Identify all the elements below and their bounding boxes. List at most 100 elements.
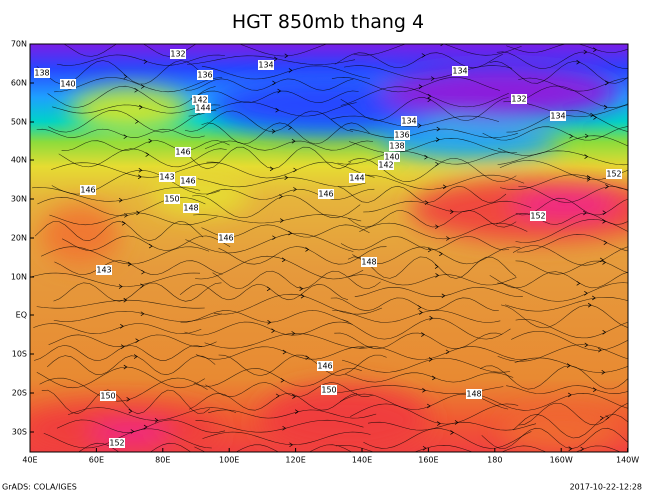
streamline <box>51 162 220 178</box>
stream-arrow <box>436 126 441 132</box>
streamline <box>184 321 353 336</box>
contour-label: 143 <box>96 266 111 275</box>
streamline <box>330 297 499 311</box>
contour-label-box <box>80 185 96 195</box>
streamline <box>195 255 364 280</box>
contour-label: 136 <box>197 71 212 80</box>
stream-arrow <box>599 415 604 421</box>
streamline <box>356 174 525 190</box>
streamline <box>332 310 501 323</box>
streamline <box>367 421 537 431</box>
stream-arrow <box>566 363 571 368</box>
contour-label-box <box>317 361 333 371</box>
stream-arrow <box>120 344 125 349</box>
contour-label-box <box>401 116 417 126</box>
streamline <box>238 44 328 57</box>
lat-label: 50N <box>11 118 27 127</box>
streamline <box>340 236 510 251</box>
stream-arrow <box>275 393 280 399</box>
streamline <box>40 246 210 265</box>
stream-arrow <box>569 133 574 139</box>
stream-arrow <box>291 138 296 144</box>
stream-arrow <box>269 166 274 172</box>
stream-arrow <box>148 243 153 249</box>
streamline <box>353 44 522 56</box>
stream-arrow <box>421 53 426 58</box>
stream-arrow <box>586 177 591 182</box>
streamline <box>188 393 358 411</box>
stream-arrow <box>439 251 443 257</box>
stream-arrow <box>289 442 294 448</box>
stream-arrow <box>576 281 581 286</box>
contour-label-box <box>96 265 112 275</box>
streamline <box>185 233 354 254</box>
stream-arrow <box>120 323 124 329</box>
stream-arrow <box>441 293 446 299</box>
streamline <box>56 54 225 66</box>
lat-label: 60N <box>11 79 27 88</box>
contour-label: 146 <box>218 234 233 243</box>
stream-arrow <box>148 138 153 144</box>
height-field <box>30 44 628 457</box>
contour-label: 148 <box>183 204 198 213</box>
streamline <box>78 442 192 452</box>
stream-arrow <box>424 200 429 205</box>
stream-arrow <box>427 97 432 103</box>
footer-left: GrADS: COLA/IGES <box>2 483 77 492</box>
lat-label: 10S <box>12 350 27 359</box>
stream-arrow <box>135 119 139 124</box>
streamline <box>342 357 511 373</box>
stream-arrow <box>272 80 277 86</box>
stream-arrow <box>138 167 143 173</box>
contour-label: 146 <box>317 362 332 371</box>
streamline <box>41 389 210 415</box>
stream-arrow <box>282 349 287 355</box>
stream-arrow <box>143 424 148 430</box>
streamline <box>501 445 622 452</box>
streamline <box>43 428 212 449</box>
streamline <box>512 245 628 266</box>
stream-arrow <box>590 112 595 118</box>
stream-arrow <box>281 453 284 457</box>
streamline <box>354 287 523 297</box>
streamline <box>349 128 518 139</box>
stream-arrow <box>421 332 425 337</box>
streamline <box>496 51 628 69</box>
contour-label-box <box>511 94 527 104</box>
map-title: HGT 850mb thang 4 <box>232 11 424 33</box>
contour-label: 152 <box>109 439 124 448</box>
lon-label: 180 <box>487 456 502 465</box>
streamline <box>182 146 352 170</box>
stream-arrow <box>145 152 150 157</box>
contour-label: 152 <box>530 212 545 221</box>
contour-label-box <box>192 95 208 105</box>
lat-label: 10N <box>11 273 27 282</box>
lon-label: 120E <box>285 456 305 465</box>
contour-label: 150 <box>321 386 336 395</box>
stream-arrow <box>136 44 137 45</box>
stream-arrow <box>271 328 276 334</box>
stream-arrow <box>592 387 597 392</box>
contour-label-box <box>100 391 116 401</box>
stream-arrow <box>154 418 159 423</box>
stream-arrow <box>279 194 283 199</box>
contour-label: 142 <box>378 161 393 170</box>
streamline <box>337 151 506 165</box>
stream-arrow <box>583 49 588 55</box>
streamline <box>482 126 628 141</box>
streamline <box>33 323 202 334</box>
streamline <box>479 365 628 390</box>
contour-label-box <box>34 68 50 78</box>
contour-label: 132 <box>170 50 185 59</box>
stream-arrow <box>143 59 148 64</box>
lon-label: 160W <box>550 456 573 465</box>
stream-arrow <box>136 210 141 216</box>
contour-label-box <box>164 194 180 204</box>
contour-label-box <box>321 385 337 395</box>
streamline <box>505 297 628 312</box>
streamline <box>334 332 503 350</box>
stream-arrow <box>584 133 589 139</box>
stream-arrow <box>300 293 305 299</box>
streamline <box>206 188 375 200</box>
